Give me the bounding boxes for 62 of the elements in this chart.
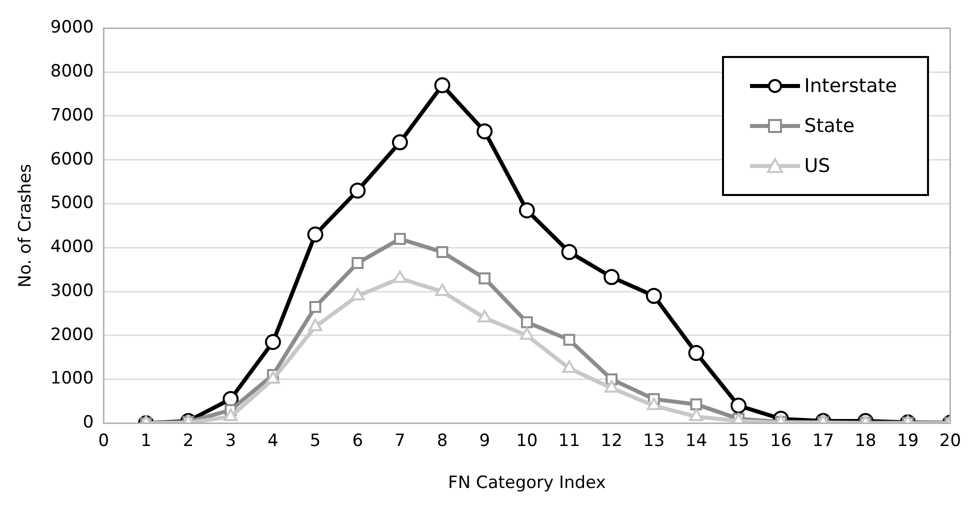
x-tick-label: 9 xyxy=(479,430,490,451)
y-tick-label: 8000 xyxy=(50,62,94,82)
x-tick-label: 15 xyxy=(728,430,750,451)
x-tick-label: 13 xyxy=(643,430,665,451)
y-tick-label: 0 xyxy=(82,412,94,433)
point xyxy=(392,270,408,283)
point xyxy=(350,182,366,199)
x-tick-label: 11 xyxy=(558,430,580,451)
point xyxy=(561,244,578,260)
point xyxy=(478,272,491,284)
legend-label: State xyxy=(804,115,855,137)
x-tick-label: 7 xyxy=(394,430,406,451)
point xyxy=(392,134,408,150)
x-tick-label: 16 xyxy=(770,430,792,451)
point xyxy=(478,310,492,322)
legend-label: US xyxy=(804,155,830,177)
x-tick-label: 19 xyxy=(897,430,919,451)
x-tick-label: 12 xyxy=(600,430,622,451)
y-tick-label: 9000 xyxy=(50,18,94,38)
x-tick-label: 17 xyxy=(812,430,834,451)
legend-label: Interstate xyxy=(804,75,897,97)
point xyxy=(435,284,450,296)
point xyxy=(266,371,280,384)
point xyxy=(352,257,364,269)
x-tick-label: 4 xyxy=(268,430,278,451)
y-tick-label: 2000 xyxy=(50,324,94,345)
point xyxy=(689,408,704,422)
point xyxy=(646,398,661,410)
x-tick-label: 2 xyxy=(182,430,194,451)
y-tick-label: 6000 xyxy=(50,149,94,170)
point xyxy=(350,288,365,300)
x-tick-label: 18 xyxy=(854,430,876,451)
y-tick-label: 5000 xyxy=(50,193,94,214)
x-tick-label: 1 xyxy=(140,430,152,451)
point xyxy=(604,269,620,286)
point xyxy=(309,300,322,313)
y-tick-label: 3000 xyxy=(50,280,94,301)
point xyxy=(562,360,576,373)
x-tick-label: 14 xyxy=(685,430,708,451)
x-tick-label: 8 xyxy=(436,430,448,451)
point xyxy=(476,123,493,140)
x-tick-label: 6 xyxy=(352,430,364,451)
y-tick-label: 4000 xyxy=(50,237,94,258)
point xyxy=(520,327,534,340)
point xyxy=(646,288,662,304)
x-tick-label: 10 xyxy=(516,430,538,451)
x-tick-label: 20 xyxy=(939,430,962,451)
point xyxy=(520,316,533,328)
y-tick-label: 1000 xyxy=(50,368,94,389)
point xyxy=(307,226,324,242)
point xyxy=(604,380,619,393)
point xyxy=(436,246,448,258)
point xyxy=(394,232,406,245)
point xyxy=(224,408,238,422)
x-tick-label: 0 xyxy=(98,430,110,451)
point xyxy=(518,202,535,218)
x-axis-title: FN Category Index xyxy=(448,473,606,494)
y-tick-label: 7000 xyxy=(50,105,94,126)
x-tick-label: 5 xyxy=(310,430,321,451)
y-axis-title: No. of Crashes xyxy=(16,164,36,288)
point xyxy=(308,318,322,332)
x-tick-label: 3 xyxy=(225,430,236,451)
